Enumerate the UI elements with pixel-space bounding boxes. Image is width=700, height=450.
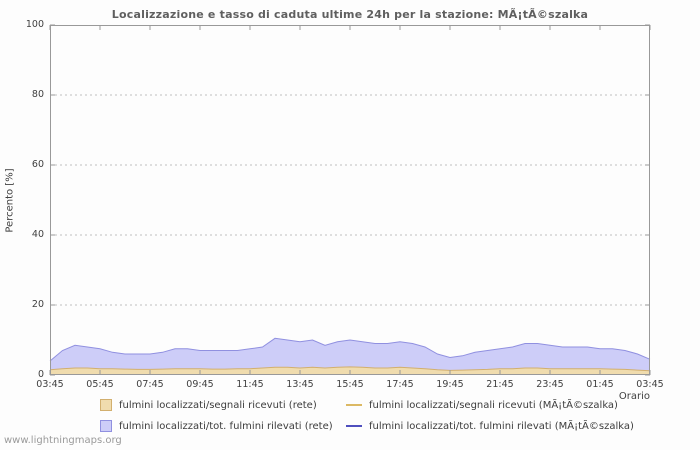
x-tick-label: 19:45 [436,379,464,390]
y-axis-title-container: Percento [%] [0,25,20,375]
legend-item: fulmini localizzati/tot. fulmini rilevat… [100,419,346,433]
x-tick-label: 01:45 [586,379,614,390]
x-tick-label: 03:45 [636,379,664,390]
x-axis-title: Orario [618,391,650,402]
x-tick-label: 09:45 [186,379,214,390]
legend-label: fulmini localizzati/segnali ricevuti (re… [119,399,317,411]
x-tick-label: 03:45 [36,379,64,390]
legend-label: fulmini localizzati/segnali ricevuti (MÃ… [369,399,618,411]
y-tick-label: 80 [31,89,44,100]
y-tick-label: 60 [31,159,44,170]
watermark-link: www.lightningmaps.org [4,435,122,446]
x-tick-label: 07:45 [136,379,164,390]
legend-label: fulmini localizzati/tot. fulmini rilevat… [369,420,634,432]
x-tick-label: 21:45 [486,379,514,390]
y-tick-label: 20 [31,299,44,310]
legend-item: fulmini localizzati/tot. fulmini rilevat… [346,419,634,433]
x-tick-label: 17:45 [386,379,414,390]
line-swatch-icon [346,404,362,406]
x-tick-label: 15:45 [336,379,364,390]
y-tick-label: 100 [25,19,44,30]
x-tick-label: 05:45 [86,379,114,390]
x-tick-label: 11:45 [236,379,264,390]
chart-plot-area [49,24,651,376]
line-swatch-icon [346,425,362,427]
area-swatch-icon [100,420,112,432]
x-tick-label: 23:45 [536,379,564,390]
x-tick-label: 13:45 [286,379,314,390]
legend-item: fulmini localizzati/segnali ricevuti (MÃ… [346,398,634,412]
y-tick-label: 0 [37,369,44,380]
legend-label: fulmini localizzati/tot. fulmini rilevat… [119,420,333,432]
y-tick-label: 40 [31,229,44,240]
y-axis-title: Percento [%] [4,167,16,233]
area-swatch-icon [100,399,112,411]
legend-item: fulmini localizzati/segnali ricevuti (re… [100,398,346,412]
chart-legend: fulmini localizzati/segnali ricevuti (re… [100,398,634,433]
chart-title: Localizzazione e tasso di caduta ultime … [111,8,589,21]
